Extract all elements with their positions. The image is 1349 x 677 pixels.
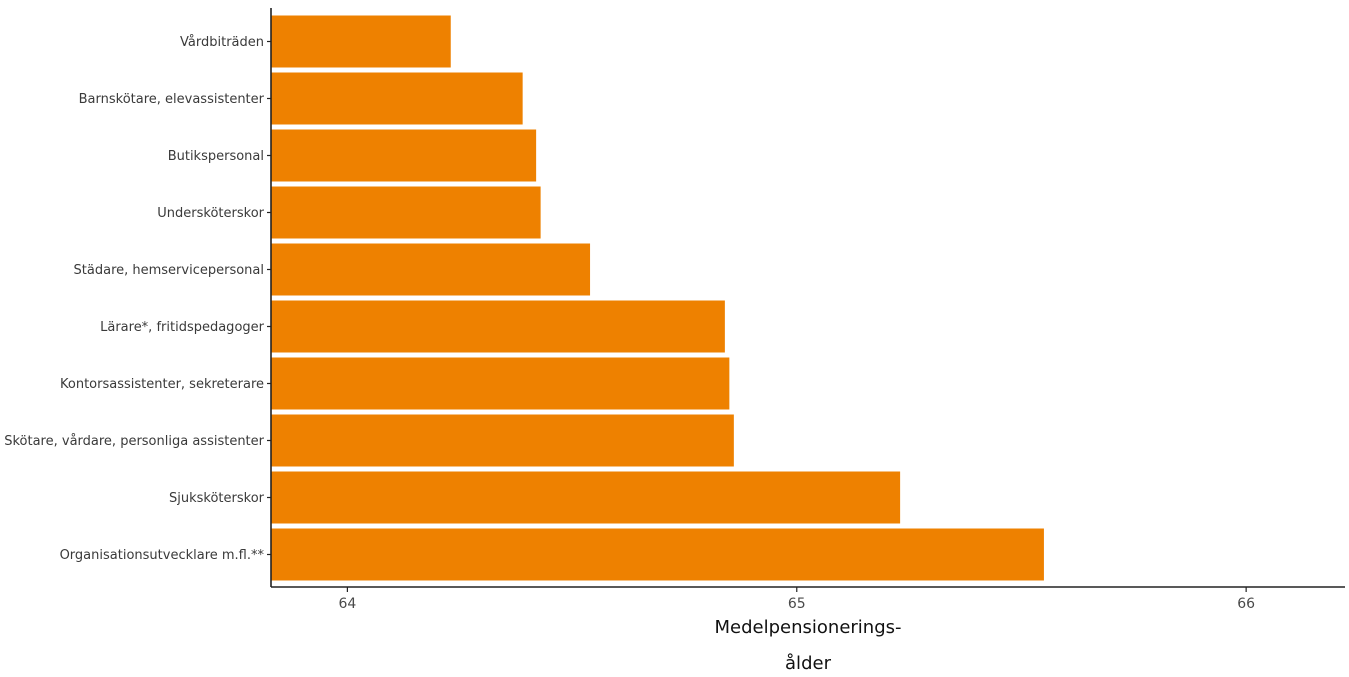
bar [271, 243, 591, 296]
category-label: Barnskötare, elevassistenter [79, 92, 265, 107]
x-axis-title-line-2: ålder [785, 653, 832, 674]
category-label: Lärare*, fritidspedagoger [100, 320, 265, 335]
x-tick-label: 65 [788, 596, 806, 612]
x-tick-label: 66 [1237, 596, 1255, 612]
x-axis-title-line-1: Medelpensionerings- [715, 617, 902, 638]
bar [271, 357, 730, 410]
bar [271, 300, 725, 353]
x-tick-label: 64 [338, 596, 356, 612]
category-label: Skötare, vårdare, personliga assistenter [4, 434, 264, 449]
bar [271, 414, 734, 467]
bar [271, 528, 1044, 581]
category-label: Undersköterskor [157, 206, 264, 221]
bar [271, 186, 541, 239]
bars-layer [271, 15, 1044, 581]
category-label: Sjuksköterskor [169, 491, 265, 506]
bar [271, 471, 901, 524]
x-ticks: 64 65 66 [338, 587, 1255, 612]
bar [271, 15, 451, 68]
category-label: Vårdbiträden [180, 35, 264, 50]
bar [271, 72, 523, 125]
category-labels: Vårdbiträden Barnskötare, elevassistenter… [4, 35, 264, 563]
category-label: Kontorsassistenter, sekreterare [60, 377, 264, 392]
category-label: Organisationsutvecklare m.fl.** [60, 548, 265, 563]
category-label: Butikspersonal [168, 149, 264, 164]
category-label: Städare, hemservicepersonal [74, 263, 264, 278]
y-axis [267, 8, 272, 587]
bar [271, 129, 537, 182]
